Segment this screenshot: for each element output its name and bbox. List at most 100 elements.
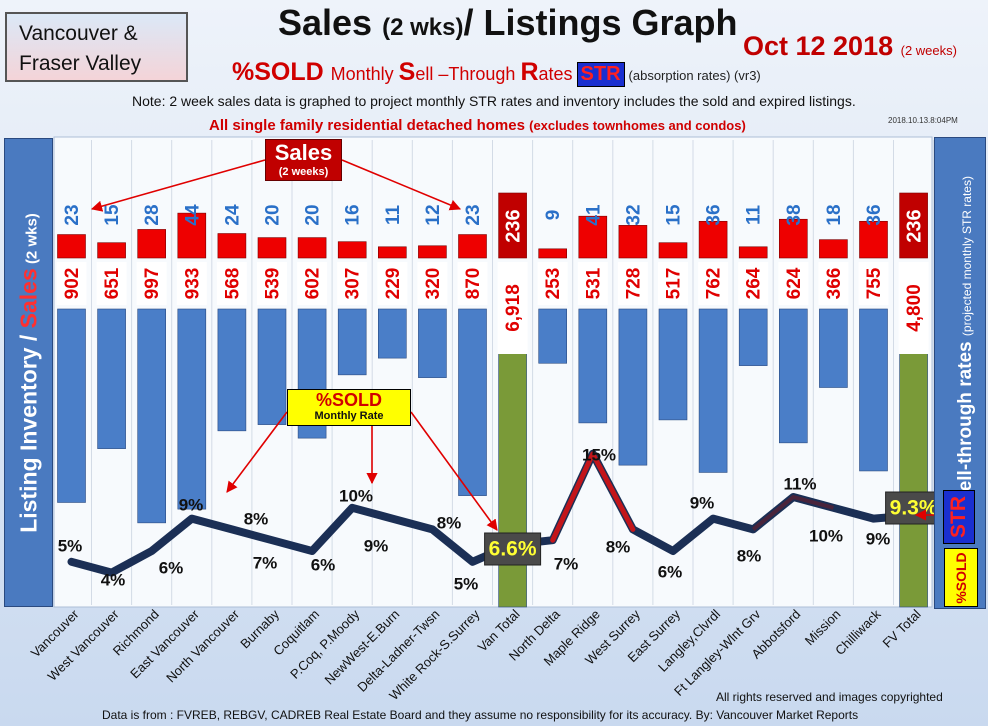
- inventory-label-box: [56, 262, 87, 305]
- inventory-bar: [377, 308, 407, 359]
- sold-heading-monthly: Monthly: [330, 64, 399, 84]
- inventory-bar: [217, 308, 247, 432]
- title-part1: Sales: [278, 2, 383, 43]
- sales-bar: [859, 220, 888, 259]
- chart-subtitle: All single family residential detached h…: [209, 117, 746, 134]
- str-value-label: 4%: [101, 571, 126, 590]
- sales-bar: [658, 242, 688, 259]
- category-label: FV Total: [880, 606, 924, 650]
- inventory-value-label: 531: [583, 267, 604, 299]
- inventory-bar: [778, 308, 808, 444]
- inventory-bar: [578, 308, 608, 424]
- category-label: West Vancouver: [45, 606, 123, 684]
- str-value-label: 15%: [582, 446, 616, 465]
- left-axis-sep: /: [15, 327, 41, 348]
- sales-value-label: 36: [704, 204, 725, 225]
- sold-callout-title: %SOLD: [315, 390, 382, 410]
- inventory-label-box: [617, 262, 648, 305]
- sales-callout-sub: (2 weeks): [278, 166, 329, 178]
- sales-bar: [899, 192, 928, 259]
- sales-bar: [738, 246, 768, 259]
- sold-callout-sub: Monthly Rate: [314, 410, 384, 422]
- inventory-label-box: [257, 262, 287, 305]
- sales-value-label: 11: [383, 205, 404, 226]
- sales-bar: [217, 233, 247, 259]
- sales-value-label: 236: [904, 209, 926, 242]
- inventory-bar: [418, 308, 447, 378]
- inventory-bar: [257, 308, 287, 425]
- str-tag: STR: [576, 62, 625, 87]
- inventory-label-box: [136, 262, 167, 305]
- sales-bar: [418, 245, 447, 259]
- title-part2: / Listings Graph: [463, 2, 738, 43]
- sales-value-label: 24: [222, 204, 243, 226]
- sales-bar: [97, 242, 126, 259]
- sales-bar: [698, 220, 728, 259]
- str-peak-highlight: [751, 495, 834, 531]
- str-value-label: 5%: [58, 537, 83, 556]
- sales-bar: [538, 248, 568, 259]
- inventory-value-label: 902: [62, 268, 83, 300]
- left-axis-period: (2 wks): [23, 212, 40, 268]
- sold-heading-through: –Through: [438, 64, 521, 84]
- str-value-label: 11%: [783, 475, 816, 494]
- inventory-value-label: 762: [704, 268, 725, 300]
- inventory-value-label: 755: [864, 267, 885, 299]
- sold-arrow: [226, 411, 288, 493]
- report-date-main: Oct 12 2018: [743, 31, 894, 61]
- left-axis-title: Listing Inventory / Sales (2 wks): [15, 213, 42, 533]
- inventory-bar: [698, 308, 728, 473]
- inventory-value-label: 602: [303, 268, 324, 300]
- inventory-bar: [337, 308, 367, 376]
- inventory-value-label: 320: [423, 268, 444, 300]
- category-label: P.Coq, P.Moody: [287, 606, 363, 682]
- inventory-value-label: 728: [623, 268, 644, 300]
- str-badge: STR: [943, 490, 975, 544]
- inventory-bar: [899, 308, 928, 608]
- category-label: North Vancouver: [163, 606, 242, 685]
- inventory-bar: [859, 308, 888, 472]
- copyright-note: All rights reserved and images copyright…: [716, 690, 943, 704]
- str-value-label: 6%: [311, 556, 336, 575]
- inventory-value-label: 229: [383, 268, 404, 300]
- inventory-bar: [97, 308, 126, 449]
- str-value-label: 5%: [454, 575, 479, 594]
- str-value-label: 8%: [737, 547, 762, 566]
- str-value-label: 9%: [364, 537, 389, 556]
- inventory-label-box: [497, 262, 528, 354]
- region-label-box: Vancouver & Fraser Valley: [5, 12, 188, 82]
- str-value-label: 6%: [658, 563, 683, 582]
- sold-heading-r: R: [520, 58, 539, 86]
- inventory-label-box: [738, 262, 769, 305]
- sold-heading-s: S: [398, 58, 416, 86]
- source-note: Data is from : FVREB, REBGV, CADREB Real…: [102, 708, 859, 722]
- chart-title: Sales (2 wks)/ Listings Graph: [278, 2, 738, 44]
- left-axis-sales: Sales: [15, 267, 41, 328]
- inventory-value-label: 4,800: [904, 284, 925, 332]
- sales-value-label: 41: [583, 204, 604, 226]
- version-note: (vr3): [734, 68, 761, 83]
- inventory-bar: [458, 308, 487, 496]
- inventory-label-box: [818, 262, 849, 305]
- inventory-bar: [57, 308, 86, 503]
- sales-bar: [819, 239, 848, 259]
- sales-value-label: 12: [423, 204, 444, 225]
- report-date-period: (2 weeks): [900, 43, 957, 58]
- sales-value-label: 32: [623, 204, 644, 225]
- sales-arrow: [90, 159, 266, 212]
- inventory-value-label: 264: [744, 267, 765, 299]
- str-total-label: 6.6%: [489, 538, 537, 561]
- inventory-value-label: 539: [263, 268, 284, 300]
- str-value-label: 10%: [339, 487, 373, 506]
- sold-callout: %SOLD Monthly Rate: [287, 389, 411, 426]
- str-value-label: 9%: [866, 530, 891, 549]
- inventory-label-box: [457, 262, 488, 305]
- region-label-line2: Fraser Valley: [19, 52, 142, 75]
- inventory-bar: [137, 308, 166, 524]
- inventory-label-box: [778, 262, 809, 305]
- subtitle-main: All single family residential detached h…: [209, 117, 530, 134]
- str-badge-text: STR: [947, 496, 970, 538]
- str-total-label: 9.3%: [890, 497, 938, 520]
- sales-callout-title: Sales: [274, 140, 333, 165]
